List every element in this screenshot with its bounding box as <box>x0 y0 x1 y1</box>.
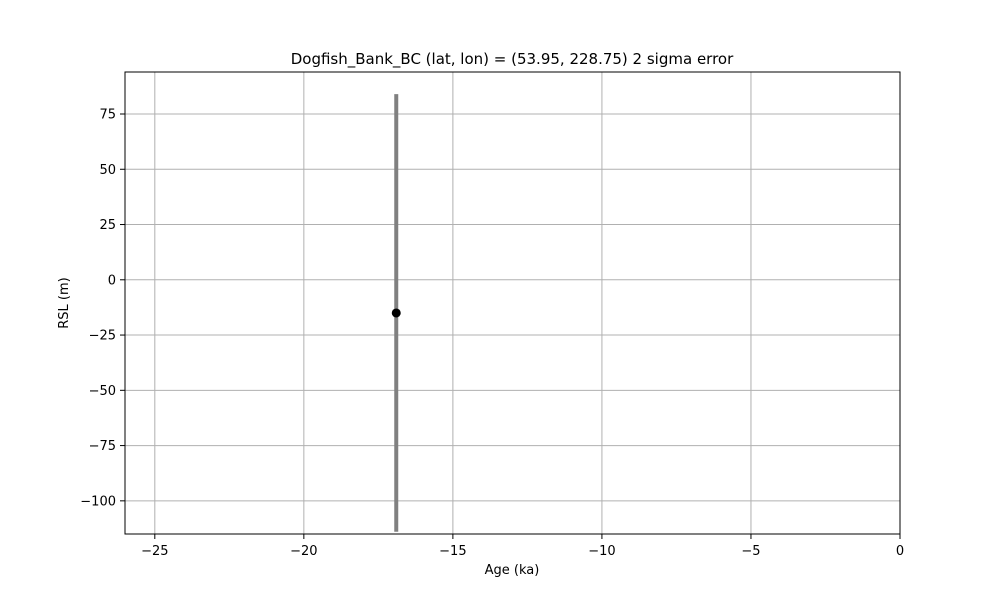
y-tick-label: 0 <box>108 273 116 288</box>
x-tick-label: 0 <box>896 544 904 559</box>
y-tick-label: −75 <box>89 439 116 454</box>
chart-title: Dogfish_Bank_BC (lat, lon) = (53.95, 228… <box>291 50 734 69</box>
y-tick-label: −50 <box>89 384 116 399</box>
y-tick-label: −25 <box>89 329 116 344</box>
y-tick-label: 75 <box>99 108 116 123</box>
x-tick-label: −15 <box>439 544 466 559</box>
grid-lines <box>125 72 901 534</box>
x-tick-label: −20 <box>290 544 317 559</box>
y-tick-label: 50 <box>99 163 116 178</box>
x-axis: −25 −20 −15 −10 −5 0 <box>141 534 904 559</box>
y-tick-label: −100 <box>80 494 116 509</box>
data-point <box>391 308 401 318</box>
y-axis: −100 −75 −50 −25 0 25 50 75 <box>80 108 125 509</box>
x-tick-label: −5 <box>741 544 760 559</box>
plot-frame <box>124 71 901 535</box>
y-tick-label: 25 <box>99 218 116 233</box>
x-tick-label: −10 <box>588 544 615 559</box>
x-axis-label: Age (ka) <box>485 563 540 578</box>
x-tick-label: −25 <box>141 544 168 559</box>
y-axis-label: RSL (m) <box>57 277 72 328</box>
data-points <box>391 94 401 532</box>
